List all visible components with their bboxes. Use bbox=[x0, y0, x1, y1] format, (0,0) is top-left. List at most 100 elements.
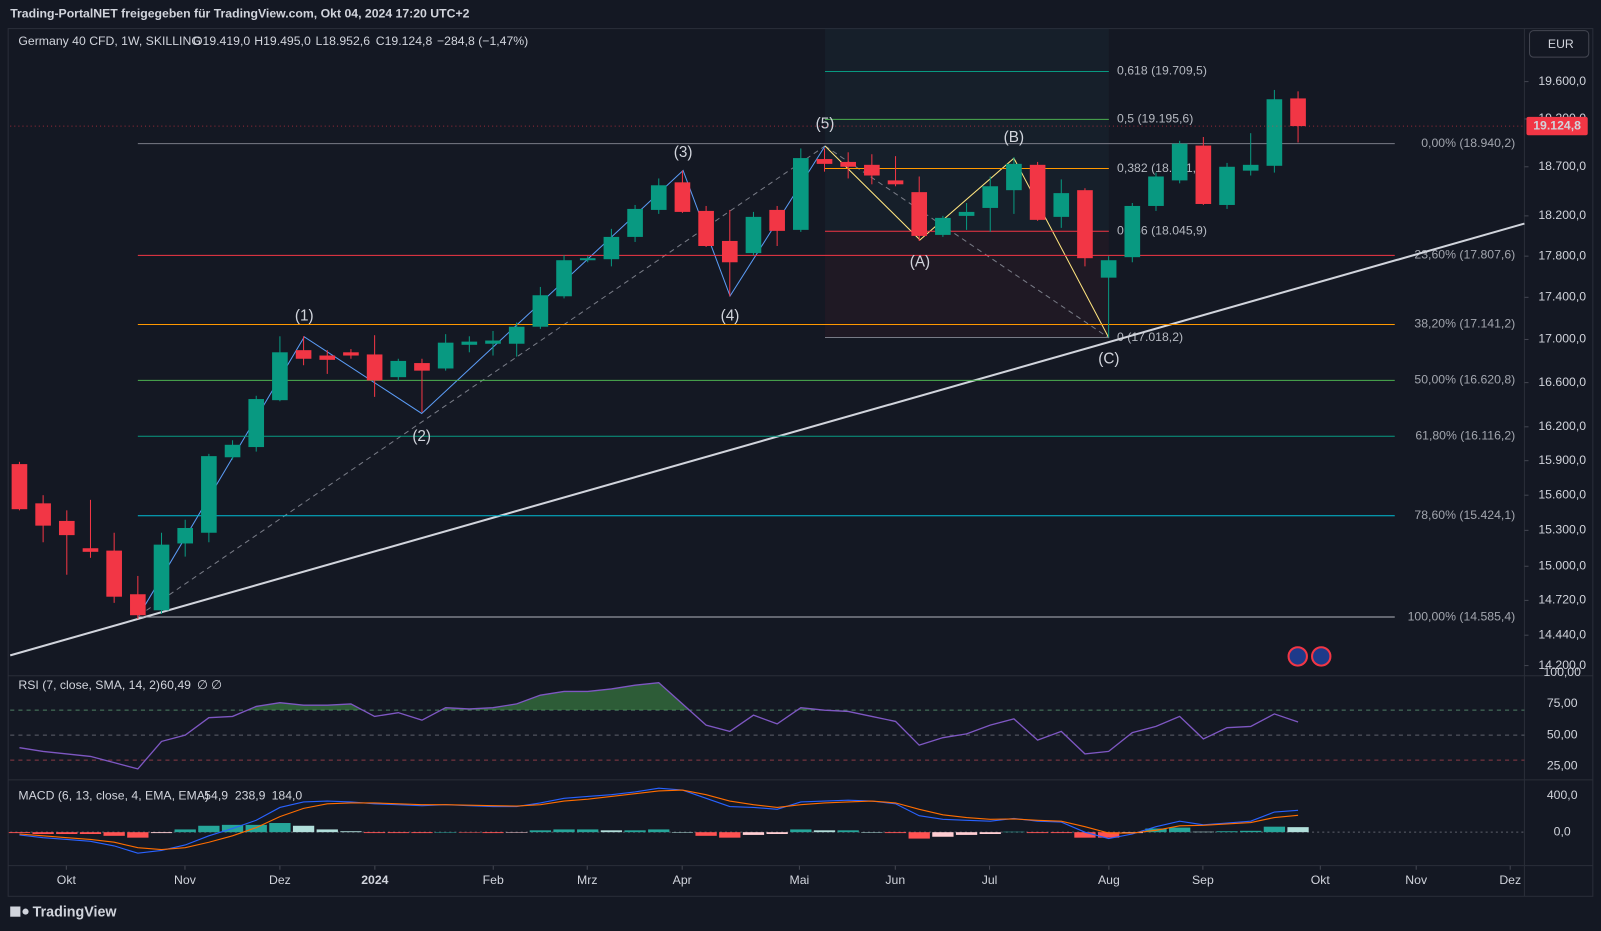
macd-histogram-bar bbox=[553, 829, 575, 833]
candle-body bbox=[603, 236, 620, 260]
wave-label: (5) bbox=[816, 116, 835, 133]
candle-body bbox=[674, 182, 691, 212]
macd-histogram-bar bbox=[861, 832, 883, 833]
macd-histogram-bar bbox=[340, 831, 362, 833]
macd-histogram-bar bbox=[245, 824, 267, 833]
logo-mark bbox=[22, 908, 29, 915]
macd-histogram-bar bbox=[742, 832, 765, 835]
macd-histogram-bar bbox=[506, 832, 528, 833]
indicator-title: RSI (7, close, SMA, 14, 2) bbox=[18, 678, 160, 692]
wave-label: (2) bbox=[412, 428, 431, 445]
macd-histogram-bar bbox=[56, 832, 78, 835]
y-tick-label: 17.400,0 bbox=[1538, 290, 1586, 304]
wave-label: (1) bbox=[295, 308, 314, 325]
ohlc-label: −284,8 (−1,47%) bbox=[437, 34, 528, 48]
y-tick-label: 18.700,0 bbox=[1538, 159, 1586, 173]
candle-body bbox=[627, 208, 643, 237]
macd-histogram-bar bbox=[884, 832, 907, 834]
candle-body bbox=[11, 464, 28, 510]
candle-body bbox=[485, 340, 501, 344]
trend-line bbox=[9, 222, 1525, 657]
indicator-title: MACD (6, 13, close, 4, EMA, EMA) bbox=[18, 788, 209, 802]
x-tick-label: Mai bbox=[790, 873, 810, 887]
macd-histogram-bar bbox=[482, 832, 504, 834]
macd-line bbox=[19, 787, 1299, 854]
macd-histogram-bar bbox=[1287, 827, 1309, 833]
fib-label: 0,618 (19.709,5) bbox=[1117, 64, 1207, 78]
x-tick-label: Okt bbox=[1311, 873, 1331, 887]
event-icon[interactable] bbox=[1311, 646, 1332, 667]
candle-body bbox=[366, 354, 383, 381]
macd-histogram-bar bbox=[292, 825, 315, 833]
y-tick-label: 400,0 bbox=[1547, 788, 1578, 802]
y-tick-label: 25,00 bbox=[1547, 759, 1578, 773]
candle-body bbox=[224, 444, 241, 458]
fib-label: 78,60% (15.424,1) bbox=[1414, 508, 1515, 522]
macd-histogram-bar bbox=[908, 832, 930, 839]
macd-histogram-bar bbox=[955, 832, 978, 835]
y-tick-label: 14.440,0 bbox=[1538, 627, 1586, 641]
macd-histogram-bar bbox=[1240, 830, 1262, 833]
candle-body bbox=[556, 260, 572, 297]
x-tick-label: Apr bbox=[673, 873, 692, 887]
brand-name: TradingView bbox=[33, 904, 118, 920]
y-tick-label: 14.200,0 bbox=[1538, 658, 1586, 672]
currency-button[interactable] bbox=[1529, 30, 1590, 58]
y-tick-label: 15.300,0 bbox=[1538, 523, 1586, 537]
macd-histogram-bar bbox=[363, 832, 386, 834]
indicator-value: 184,0 bbox=[272, 788, 303, 802]
macd-histogram-bar bbox=[932, 832, 954, 837]
macd-histogram-bar bbox=[648, 829, 670, 833]
macd-histogram-bar bbox=[624, 830, 646, 833]
wave-label: (C) bbox=[1098, 350, 1119, 367]
macd-histogram-bar bbox=[671, 832, 694, 833]
last-price-tag bbox=[1526, 116, 1588, 136]
candle-body bbox=[319, 355, 336, 360]
x-tick-label: Sep bbox=[1192, 873, 1214, 887]
y-tick-label: 19.600,0 bbox=[1538, 74, 1586, 88]
macd-histogram-bar bbox=[1074, 832, 1096, 838]
candle-body bbox=[1195, 145, 1212, 204]
brand-logo bbox=[10, 906, 29, 917]
macd-histogram-bar bbox=[1216, 831, 1238, 833]
y-tick-label: 16.200,0 bbox=[1538, 419, 1586, 433]
macd-histogram-bar bbox=[411, 832, 433, 834]
fib-label: 0,5 (19.195,6) bbox=[1117, 112, 1193, 126]
indicator-value: 54,9 bbox=[204, 788, 228, 802]
macd-histogram-bar bbox=[8, 832, 31, 834]
indicator-value: 238,9 bbox=[235, 788, 266, 802]
x-tick-label: Okt bbox=[57, 873, 77, 887]
macd-histogram-bar bbox=[979, 832, 1001, 835]
x-tick-label: Nov bbox=[174, 873, 197, 887]
event-icon[interactable] bbox=[1287, 646, 1308, 667]
candle-body bbox=[911, 192, 928, 236]
y-tick-label: 14.720,0 bbox=[1538, 593, 1586, 607]
last-price-label: 19.124,8 bbox=[1533, 118, 1581, 132]
macd-histogram-bar bbox=[1263, 826, 1286, 833]
macd-line bbox=[19, 789, 1299, 851]
indicator-extra: ∅ ∅ bbox=[197, 678, 222, 692]
candle-body bbox=[1171, 143, 1188, 181]
macd-histogram-bar bbox=[127, 832, 149, 838]
candle-body bbox=[201, 456, 217, 533]
x-tick-label: Jun bbox=[885, 873, 905, 887]
candle-body bbox=[816, 159, 833, 164]
candle-body bbox=[887, 180, 904, 185]
candle-body bbox=[1124, 205, 1141, 258]
fib-label: 23,60% (17.807,6) bbox=[1414, 248, 1515, 262]
fib-label: 61,80% (16.116,2) bbox=[1415, 428, 1515, 442]
macd-histogram-bar bbox=[577, 829, 599, 833]
wave-label: (A) bbox=[910, 253, 930, 270]
rsi-line bbox=[19, 681, 1299, 770]
y-tick-label: 100,00 bbox=[1543, 665, 1581, 679]
macd-histogram-bar bbox=[1050, 832, 1072, 834]
macd-histogram-bar bbox=[387, 832, 409, 834]
candle-body bbox=[650, 185, 667, 210]
x-tick-label: Feb bbox=[483, 873, 504, 887]
y-tick-label: 17.000,0 bbox=[1538, 332, 1586, 346]
candle-body bbox=[864, 164, 880, 176]
candle-body bbox=[130, 594, 146, 616]
macd-histogram-bar bbox=[813, 830, 836, 833]
wave-label: (B) bbox=[1004, 129, 1024, 146]
